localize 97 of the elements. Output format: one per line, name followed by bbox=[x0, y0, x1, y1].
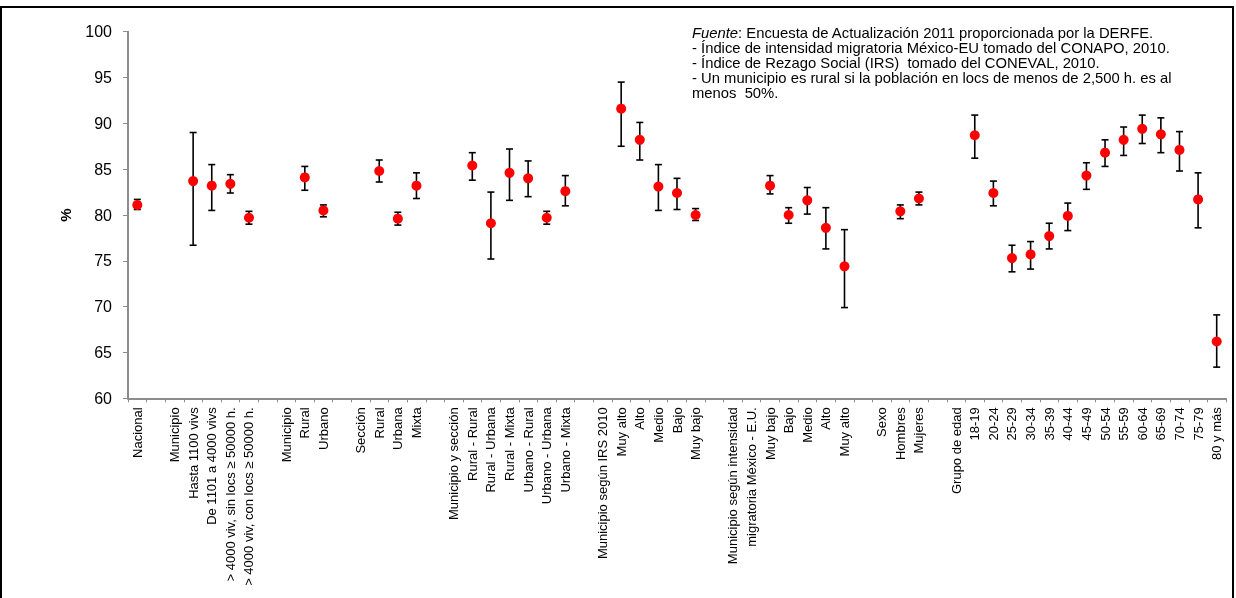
point bbox=[616, 103, 627, 114]
x-tick-label: Rural bbox=[371, 407, 387, 439]
y-tick-label: 80 bbox=[94, 206, 113, 224]
x-tick-label: 60-64 bbox=[1134, 407, 1150, 441]
x-tick-label: 30-34 bbox=[1023, 407, 1039, 441]
x-tick-label: Rural - Mixta bbox=[502, 406, 518, 481]
point bbox=[969, 130, 980, 141]
x-tick-label: 80 y más bbox=[1209, 406, 1225, 461]
x-tick-label: Mixta bbox=[408, 406, 424, 439]
x-tick-label: Grupo de edad bbox=[948, 407, 964, 495]
y-tick-label: 85 bbox=[94, 160, 113, 178]
point bbox=[1211, 336, 1222, 347]
x-tick-label: 45-49 bbox=[1078, 407, 1094, 441]
point bbox=[1193, 194, 1204, 205]
point bbox=[653, 181, 664, 192]
x-tick-label: 70-74 bbox=[1171, 407, 1187, 441]
point bbox=[225, 178, 236, 189]
x-tick-label: Sexo bbox=[874, 407, 890, 437]
x-tick-label: Alto bbox=[818, 407, 834, 430]
y-tick-label: 90 bbox=[94, 114, 113, 132]
x-tick-label: 75-79 bbox=[1190, 407, 1206, 441]
x-tick-label: De 1101 a 4000 vivs bbox=[204, 406, 220, 525]
y-tick-label: 75 bbox=[94, 252, 113, 270]
x-tick-label: Alto bbox=[632, 407, 648, 430]
point bbox=[206, 180, 217, 191]
x-tick-label: 65-69 bbox=[1153, 407, 1169, 441]
x-tick-label: Rural - Rural bbox=[464, 407, 480, 481]
x-tick-label: > 4000 viv, con locs ≥ 50000 h. bbox=[241, 407, 257, 586]
x-tick-label: > 4000 viv, sin locs ≥ 50000 h. bbox=[222, 407, 238, 582]
x-tick-label: Bajo bbox=[669, 407, 685, 434]
x-tick-label: Urbano - Rural bbox=[520, 407, 536, 493]
x-tick-label: 20-24 bbox=[985, 407, 1001, 441]
x-tick-label: Mujeres bbox=[911, 406, 927, 454]
point bbox=[1118, 134, 1129, 145]
point bbox=[1081, 170, 1092, 181]
y-tick-label: 65 bbox=[94, 343, 113, 361]
annotation: Fuente: Encuesta de Actualización 2011 proporcionada por la DERFE. bbox=[692, 24, 1155, 41]
x-tick-label: Municipio según IRS 2010 bbox=[595, 407, 611, 560]
point bbox=[672, 188, 682, 198]
x-tick-label: Muy bajo bbox=[688, 407, 704, 461]
point bbox=[1155, 129, 1166, 140]
x-tick-label: Municipio bbox=[278, 407, 294, 463]
point bbox=[1044, 231, 1055, 242]
point bbox=[988, 188, 999, 198]
point bbox=[820, 222, 831, 233]
point bbox=[467, 160, 478, 171]
point bbox=[1100, 147, 1111, 158]
point bbox=[504, 167, 515, 178]
x-tick-label: Urbana bbox=[390, 406, 406, 450]
x-tick-label: Rural bbox=[297, 407, 313, 439]
annotation: - Un municipio es rural si la población en locs de menos de 2,500 h. es al menos 50%. bbox=[692, 70, 1173, 102]
x-tick-label: Muy alto bbox=[613, 407, 629, 457]
point bbox=[1025, 249, 1036, 260]
x-tick-label: Municipio según intensidad bbox=[725, 407, 741, 565]
x-tick-label: Municipio bbox=[167, 407, 183, 463]
point bbox=[485, 218, 496, 229]
x-tick-label: 50-54 bbox=[1097, 407, 1113, 441]
x-tick-label: Rural - Urbana bbox=[483, 406, 499, 493]
x-tick-label: Bajo bbox=[781, 407, 797, 434]
point bbox=[839, 261, 850, 272]
point bbox=[802, 195, 813, 206]
x-tick-label: 35-39 bbox=[1041, 407, 1057, 441]
point bbox=[783, 210, 794, 220]
point bbox=[765, 180, 776, 191]
x-tick-label: Hombres bbox=[892, 406, 908, 461]
point bbox=[1062, 210, 1073, 221]
x-tick-label: migratoria México - E.U. bbox=[743, 407, 759, 547]
point bbox=[1174, 144, 1185, 155]
y-axis-title: % bbox=[57, 208, 74, 222]
point bbox=[560, 186, 571, 197]
x-tick-label: Muy bajo bbox=[762, 407, 778, 461]
y-tick-label: 100 bbox=[85, 23, 113, 41]
x-tick-label: Nacional bbox=[129, 407, 145, 458]
x-tick-label: Sección bbox=[353, 407, 369, 454]
x-tick-label: 40-44 bbox=[1060, 407, 1076, 441]
point bbox=[523, 173, 534, 184]
x-tick-label: Urbano bbox=[315, 407, 331, 450]
point bbox=[634, 134, 645, 145]
x-tick-label: 18-19 bbox=[967, 407, 983, 441]
point bbox=[299, 172, 310, 183]
x-tick-label: Urbano - Urbana bbox=[539, 406, 555, 505]
x-tick-label: Medio bbox=[799, 407, 815, 443]
x-tick-label: Muy alto bbox=[836, 407, 852, 457]
x-tick-label: Medio bbox=[650, 407, 666, 443]
x-tick-label: Municipio y sección bbox=[446, 407, 462, 521]
x-tick-label: Urbano - Mixta bbox=[557, 406, 573, 493]
x-tick-label: Hasta 1100 vivs bbox=[185, 406, 201, 499]
point bbox=[411, 180, 422, 191]
y-tick-label: 95 bbox=[94, 69, 113, 87]
y-tick-label: 60 bbox=[94, 389, 113, 407]
point bbox=[1137, 123, 1148, 134]
point bbox=[1006, 253, 1017, 264]
x-tick-label: 25-29 bbox=[1004, 407, 1020, 441]
x-tick-label: 55-59 bbox=[1116, 407, 1132, 441]
point bbox=[374, 166, 385, 177]
point bbox=[188, 176, 199, 187]
y-tick-label: 70 bbox=[94, 298, 113, 316]
